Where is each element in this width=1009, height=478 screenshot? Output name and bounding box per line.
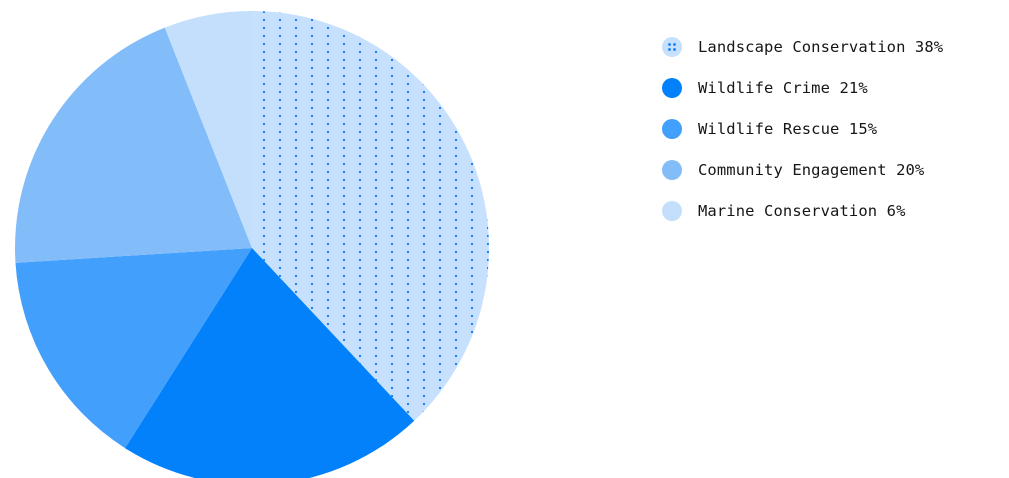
legend-swatch-wildlife-crime [662,77,682,98]
legend-item-wildlife-crime[interactable]: Wildlife Crime 21% [662,67,943,108]
legend-item-community-engagement[interactable]: Community Engagement 20% [662,149,943,190]
legend-label-landscape-conservation: Landscape Conservation 38% [698,37,944,56]
legend: Landscape Conservation 38% Wildlife Crime… [662,26,943,231]
pie-slice-wildlife-rescue[interactable] [15,248,252,449]
legend-swatch-community-engagement [662,159,682,180]
pie-slice-wildlife-crime[interactable] [125,248,415,478]
legend-swatch-wildlife-rescue [662,118,682,139]
legend-swatch-landscape-conservation [662,36,682,57]
legend-item-marine-conservation[interactable]: Marine Conservation 6% [662,190,943,231]
legend-item-landscape-conservation[interactable]: Landscape Conservation 38% [662,26,943,67]
pie-slices [15,11,490,478]
pie-slice-marine-conservation[interactable] [164,11,252,248]
legend-label-marine-conservation: Marine Conservation 6% [698,201,906,220]
pie-slice-landscape-conservation[interactable] [252,11,490,421]
pie-slice-community-engagement[interactable] [15,27,252,263]
legend-item-wildlife-rescue[interactable]: Wildlife Rescue 15% [662,108,943,149]
legend-label-wildlife-crime: Wildlife Crime 21% [698,78,868,97]
legend-label-wildlife-rescue: Wildlife Rescue 15% [698,119,878,138]
legend-swatch-marine-conservation [662,200,682,221]
legend-label-community-engagement: Community Engagement 20% [698,160,925,179]
